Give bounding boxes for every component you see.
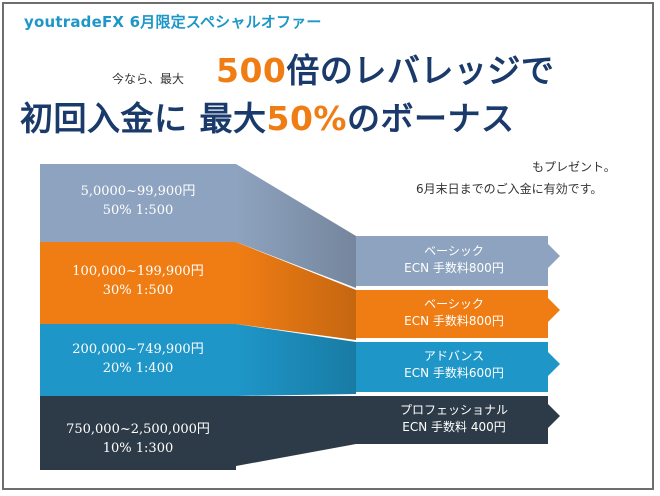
tier2-range: 100,000~199,900円 [72,264,204,279]
plan3-label: アドバンス ECN 手数料600円 [364,348,544,382]
tier1-flow-shade [236,164,356,288]
tier-funnel [40,164,560,470]
validity-text: 6月末日までのご入金に有効です。 [416,182,603,196]
tier3-arrow [356,342,560,392]
tier3-range: 200,000~749,900円 [72,342,204,357]
plan4-label: プロフェッショナル ECN 手数料 400円 [364,402,544,436]
tier2-arrow [356,290,560,338]
present-text: もプレゼント。 [532,160,616,174]
plan4-name: プロフェッショナル [399,403,508,417]
tier4-arrow [356,396,560,444]
bonus-prefix: 初回入金に 最大 [20,99,267,138]
plan2-name: ベーシック [424,297,484,311]
tier1-label: 5,0000~99,900円 50% 1:500 [40,182,236,220]
tier3-bonus: 20% 1:400 [102,361,174,376]
leverage-number: 500 [216,51,287,90]
plan2-label: ベーシック ECN 手数料800円 [364,296,544,330]
brand-title: youtradeFX 6月限定スペシャルオファー [24,13,322,31]
intro-text: 今なら、最大 [112,72,185,86]
tier4-bonus: 10% 1:300 [102,441,174,456]
plan3-fee: ECN 手数料600円 [404,366,504,380]
plan2-fee: ECN 手数料800円 [404,314,504,328]
plan1-name: ベーシック [424,244,484,258]
tier1-bonus: 50% 1:500 [102,203,174,218]
tier1-range: 5,0000~99,900円 [80,184,196,199]
plan1-label: ベーシック ECN 手数料800円 [364,243,544,277]
bonus-suffix: のボーナス [347,99,515,138]
tier3-label: 200,000~749,900円 20% 1:400 [40,340,236,378]
leverage-text: 倍のレバレッジで [286,51,555,90]
tier4-flow [236,396,356,466]
headline-bonus: 初回入金に 最大50%のボーナス [20,92,515,140]
tier4-range: 750,000~2,500,000円 [66,422,210,437]
tier4-block [40,396,236,470]
tier2-bonus: 30% 1:500 [102,283,174,298]
tier2-label: 100,000~199,900円 30% 1:500 [40,262,236,300]
plan4-fee: ECN 手数料 400円 [402,420,506,434]
tier4-label: 750,000~2,500,000円 10% 1:300 [40,420,236,458]
tier3-flow-shade [236,324,356,396]
plan1-fee: ECN 手数料800円 [404,261,504,275]
headline-leverage: 500倍のレバレッジで [216,44,554,92]
tier3-block [40,324,236,396]
tier1-arrow [356,236,560,286]
tier2-block [40,242,236,324]
tier1-block [40,164,236,242]
plan3-name: アドバンス [423,349,485,363]
tier2-flow-shade [236,242,356,340]
bonus-number: 50% [266,99,347,138]
offer-banner: youtradeFX 6月限定スペシャルオファー 今なら、最大 500倍のレバレ… [2,2,654,490]
